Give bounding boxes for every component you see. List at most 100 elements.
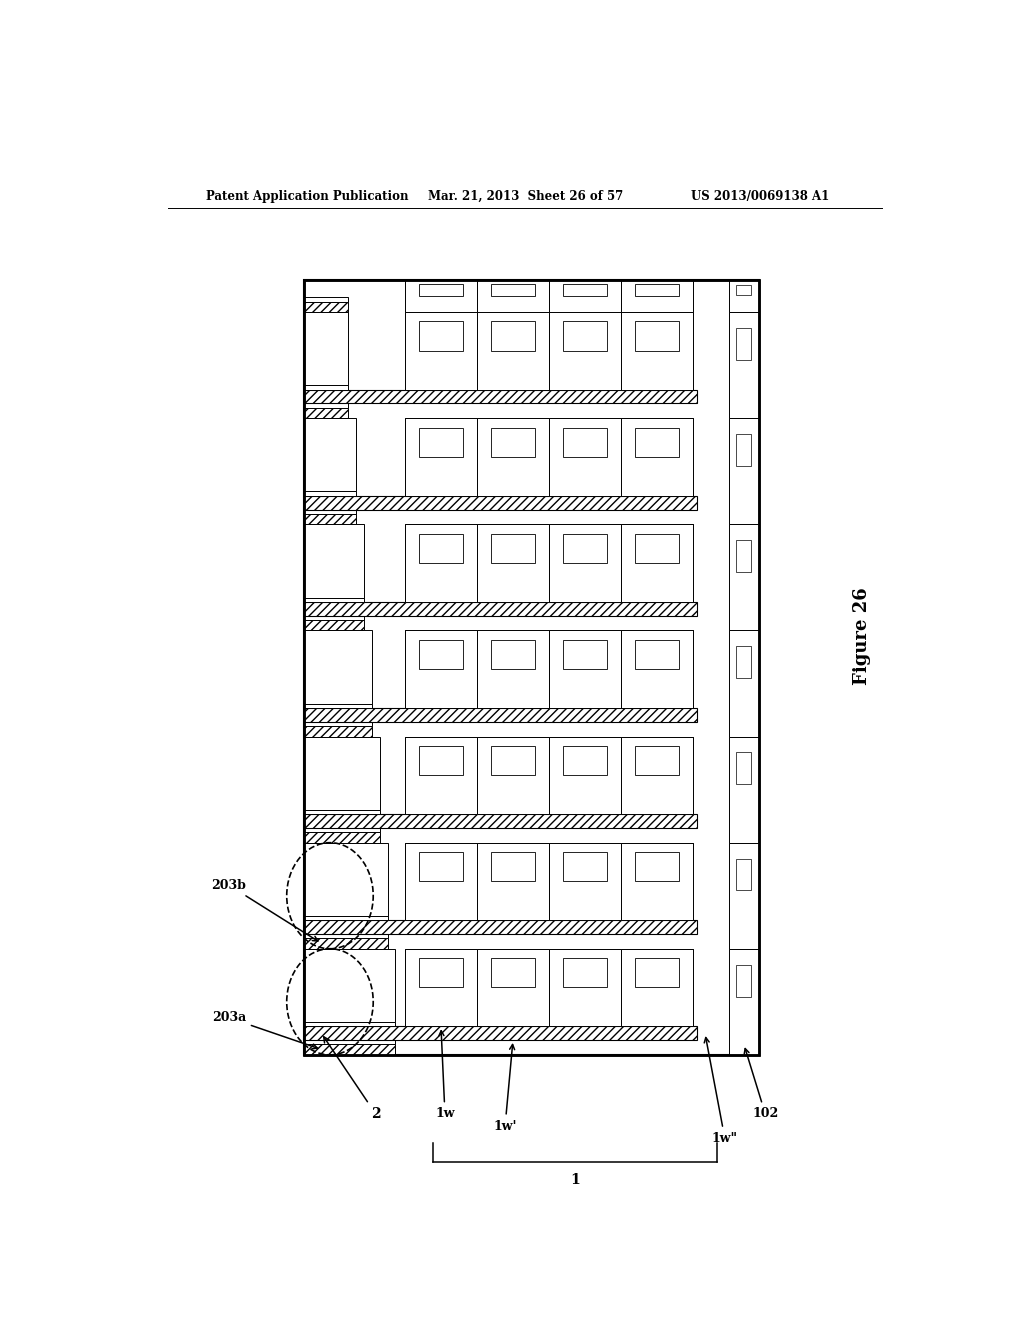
Bar [304, 708, 697, 722]
Bar [549, 524, 621, 602]
Bar [404, 418, 693, 496]
Bar [736, 329, 752, 360]
Bar [304, 385, 348, 389]
Bar [621, 280, 693, 313]
Bar [404, 418, 477, 496]
Bar [304, 602, 697, 615]
Bar [636, 958, 679, 987]
Bar [304, 404, 348, 408]
Bar [636, 322, 679, 351]
Bar [549, 280, 621, 313]
Bar [404, 524, 693, 602]
Bar [729, 631, 759, 737]
Bar [477, 280, 549, 313]
Bar [563, 958, 606, 987]
Bar [729, 842, 759, 949]
Bar [304, 726, 372, 737]
Bar [492, 958, 535, 987]
Bar [492, 746, 535, 775]
Bar [404, 280, 477, 313]
Bar [404, 313, 693, 389]
Bar [563, 533, 606, 564]
Bar [477, 524, 549, 602]
Bar [404, 631, 477, 708]
Bar [304, 828, 380, 832]
Bar [477, 313, 549, 389]
Bar [304, 496, 697, 510]
Bar [492, 640, 535, 669]
Text: 2: 2 [324, 1036, 380, 1121]
Text: 203b: 203b [211, 879, 317, 941]
Bar [621, 737, 693, 814]
Bar [420, 640, 463, 669]
Bar [304, 598, 364, 602]
Bar [404, 949, 693, 1026]
Bar [304, 389, 697, 404]
Bar [621, 631, 693, 708]
Bar [729, 737, 759, 842]
Bar [304, 280, 759, 1055]
Bar [304, 491, 355, 496]
Bar [404, 949, 477, 1026]
Bar [420, 428, 463, 457]
Bar [621, 524, 693, 602]
Bar [636, 284, 679, 296]
Bar [736, 434, 752, 466]
Bar [304, 408, 348, 418]
Bar [304, 615, 364, 620]
Text: 1w': 1w' [494, 1044, 517, 1133]
Bar [304, 920, 697, 935]
Bar [549, 949, 621, 1026]
Bar [304, 935, 387, 939]
Bar [304, 510, 355, 513]
Bar [636, 640, 679, 669]
Bar [563, 284, 606, 296]
Bar [729, 524, 759, 631]
Bar [636, 746, 679, 775]
Bar [492, 284, 535, 296]
Text: 203a: 203a [212, 1011, 317, 1049]
Bar [477, 737, 549, 814]
Bar [304, 301, 348, 313]
Text: Mar. 21, 2013  Sheet 26 of 57: Mar. 21, 2013 Sheet 26 of 57 [428, 190, 624, 202]
Bar [304, 513, 355, 524]
Bar [563, 428, 606, 457]
Bar [420, 746, 463, 775]
Bar [736, 858, 752, 891]
Bar [404, 280, 693, 313]
Bar [404, 842, 693, 920]
Bar [420, 322, 463, 351]
Bar [621, 313, 693, 389]
Bar [729, 949, 759, 1055]
Bar [636, 533, 679, 564]
Bar [304, 809, 380, 814]
Bar [477, 949, 549, 1026]
Bar [729, 313, 759, 418]
Bar [304, 280, 759, 1055]
Bar [304, 916, 387, 920]
Text: 1w": 1w" [705, 1038, 738, 1144]
Text: 1w: 1w [435, 1031, 455, 1121]
Bar [404, 524, 477, 602]
Bar [404, 631, 693, 708]
Bar [304, 524, 364, 598]
Bar [304, 939, 387, 949]
Bar [420, 533, 463, 564]
Bar [563, 322, 606, 351]
Bar [729, 418, 759, 524]
Bar [304, 297, 348, 301]
Bar [636, 428, 679, 457]
Bar [477, 631, 549, 708]
Bar [736, 647, 752, 678]
Bar [549, 418, 621, 496]
Bar [304, 722, 372, 726]
Bar [404, 737, 477, 814]
Bar [404, 842, 477, 920]
Text: Figure 26: Figure 26 [853, 587, 871, 685]
Bar [420, 284, 463, 296]
Bar [304, 814, 697, 828]
Bar [420, 851, 463, 882]
Bar [304, 949, 395, 1022]
Bar [492, 851, 535, 882]
Bar [404, 313, 477, 389]
